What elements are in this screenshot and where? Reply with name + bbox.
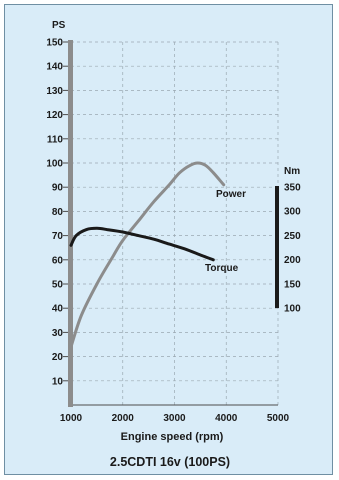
x-tick-label: 4000 <box>215 413 238 424</box>
left-tick-label: 130 <box>46 86 63 97</box>
right-tick-label: 100 <box>284 304 301 315</box>
left-tick-label: 20 <box>52 352 64 363</box>
right-axis-ticks: 100 150 200 250 300 350 <box>284 183 301 315</box>
left-tick-label: 100 <box>46 159 63 170</box>
right-tick-label: 150 <box>284 279 301 290</box>
left-tick-label: 120 <box>46 110 63 121</box>
right-tick-label: 250 <box>284 231 301 242</box>
left-tick-label: 10 <box>52 376 64 387</box>
left-tick-label: 140 <box>46 62 63 73</box>
power-label: Power <box>216 189 246 200</box>
left-tick-label: 70 <box>52 231 64 242</box>
right-axis-unit: Nm <box>284 166 300 177</box>
left-axis-unit: PS <box>52 20 66 31</box>
right-tick-label: 300 <box>284 207 301 218</box>
grid <box>70 41 279 406</box>
x-axis-ticks: 1000 2000 3000 4000 5000 <box>60 413 290 424</box>
x-tick-label: 5000 <box>267 413 290 424</box>
x-tick-label: 1000 <box>60 413 83 424</box>
left-tick-label: 40 <box>52 304 64 315</box>
x-tick-label: 2000 <box>112 413 135 424</box>
power-axis-bar <box>68 40 73 407</box>
left-tick-label: 60 <box>52 255 64 266</box>
torque-axis-bar <box>275 186 279 308</box>
x-tick-label: 3000 <box>163 413 186 424</box>
x-axis-label: Engine speed (rpm) <box>121 431 224 443</box>
left-tick-label: 110 <box>47 134 64 145</box>
left-tick-label: 150 <box>46 38 63 49</box>
left-tick-label: 80 <box>52 207 64 218</box>
left-tick-label: 50 <box>52 280 64 291</box>
power-curve <box>69 161 226 349</box>
torque-curve <box>69 226 215 262</box>
left-tick-label: 90 <box>52 183 64 194</box>
chart-title: 2.5CDTI 16v (100PS) <box>110 455 230 469</box>
left-tick-label: 30 <box>52 328 64 339</box>
right-tick-label: 200 <box>284 255 301 266</box>
torque-label: Torque <box>205 263 239 274</box>
right-tick-label: 350 <box>284 183 301 194</box>
left-axis-ticks: 10 20 30 40 50 60 70 80 90 100 110 120 130 140 150 <box>46 38 68 387</box>
